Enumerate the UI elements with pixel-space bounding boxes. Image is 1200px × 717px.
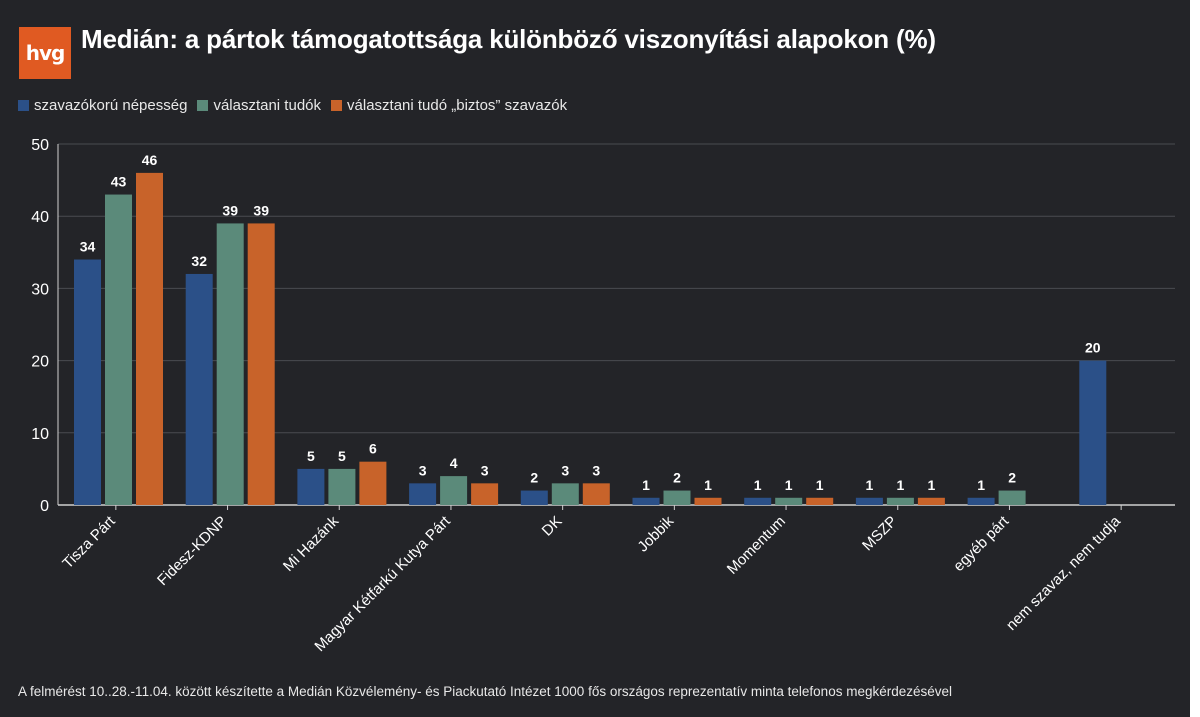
hvg-logo: hvg	[19, 27, 71, 79]
data-label: 5	[307, 448, 315, 464]
legend-label-2: választani tudó „biztos” szavazók	[347, 97, 568, 114]
data-label: 2	[530, 470, 538, 486]
bar-0	[74, 259, 101, 505]
bar-0	[1079, 360, 1107, 505]
data-label: 1	[928, 477, 936, 493]
data-label: 20	[1085, 340, 1101, 356]
bar-0	[855, 497, 883, 505]
data-label: 1	[785, 477, 793, 493]
legend-swatch-0	[18, 100, 29, 111]
data-label: 6	[369, 441, 377, 457]
x-tick-label: Jobbik	[634, 512, 677, 555]
footnote: A felmérést 10..28.-11.04. között készít…	[18, 684, 953, 699]
legend-swatch-1	[197, 100, 209, 111]
legend-swatch-2	[331, 100, 343, 111]
y-tick-label: 30	[31, 281, 49, 298]
data-label: 39	[253, 202, 269, 218]
data-label: 3	[419, 462, 427, 478]
legend-item-2: választani tudó „biztos” szavazók	[331, 97, 567, 114]
bar-1	[105, 194, 132, 506]
data-label: 1	[897, 477, 905, 493]
bar-0	[520, 490, 548, 505]
bar-0	[632, 497, 660, 505]
bar-1	[998, 490, 1026, 505]
bar-2	[471, 483, 499, 505]
data-label: 1	[704, 477, 712, 493]
legend-item-0: szavazókorú népesség	[18, 97, 187, 114]
bar-1	[328, 468, 356, 505]
bar-1	[663, 490, 691, 505]
y-tick-label: 20	[31, 354, 49, 371]
data-label: 1	[754, 477, 762, 493]
bar-2	[247, 223, 275, 506]
bar-2	[582, 483, 610, 505]
data-label: 3	[561, 462, 569, 478]
bar-1	[551, 483, 579, 505]
x-tick-label: nem szavaz, nem tudja	[1003, 512, 1125, 634]
bar-2	[359, 461, 387, 505]
legend-label-1: választani tudók	[213, 97, 322, 114]
bar-2	[917, 497, 945, 505]
data-label: 1	[816, 477, 824, 493]
data-label: 1	[977, 477, 985, 493]
data-label: 2	[1008, 470, 1016, 486]
bar-1	[216, 223, 244, 506]
y-tick-label: 50	[31, 137, 49, 154]
data-label: 3	[481, 462, 489, 478]
x-tick-label: MSZP	[859, 513, 900, 554]
data-label: 1	[866, 477, 874, 493]
data-label: 39	[222, 202, 238, 218]
bar-0	[409, 483, 437, 505]
bar-0	[297, 468, 325, 505]
bar-0	[967, 497, 995, 505]
bar-2	[136, 172, 163, 505]
data-label: 2	[673, 470, 681, 486]
bar-1	[775, 497, 803, 505]
y-tick-label: 10	[31, 426, 49, 443]
bar-2	[806, 497, 834, 505]
data-label: 46	[142, 152, 158, 168]
data-label: 3	[592, 462, 600, 478]
bar-0	[185, 273, 213, 505]
x-tick-label: Momentum	[724, 513, 789, 578]
bar-0	[744, 497, 772, 505]
y-tick-label: 0	[40, 498, 49, 515]
y-tick-label: 40	[31, 209, 49, 226]
x-tick-label: egyéb párt	[950, 512, 1013, 575]
data-label: 1	[642, 477, 650, 493]
page-edge	[1190, 0, 1200, 717]
legend: szavazókorú népesség választani tudók vála…	[18, 97, 567, 114]
bar-1	[886, 497, 914, 505]
chart-title: Medián: a pártok támogatottsága különböz…	[81, 24, 936, 54]
x-tick-label: DK	[539, 513, 566, 540]
legend-item-1: választani tudók	[197, 97, 321, 114]
legend-label-0: szavazókorú népesség	[34, 97, 188, 114]
x-tick-label: Fidesz-KDNP	[154, 513, 230, 589]
bar-2	[694, 497, 722, 505]
data-label: 4	[450, 455, 458, 471]
data-label: 32	[191, 253, 207, 269]
data-label: 34	[80, 239, 96, 255]
logo-text: hvg	[25, 41, 66, 65]
data-label: 5	[338, 448, 346, 464]
bar-1	[440, 476, 468, 505]
data-label: 43	[111, 174, 127, 190]
x-tick-label: Tisza Párt	[59, 512, 119, 572]
x-tick-label: Mi Hazánk	[280, 512, 342, 574]
